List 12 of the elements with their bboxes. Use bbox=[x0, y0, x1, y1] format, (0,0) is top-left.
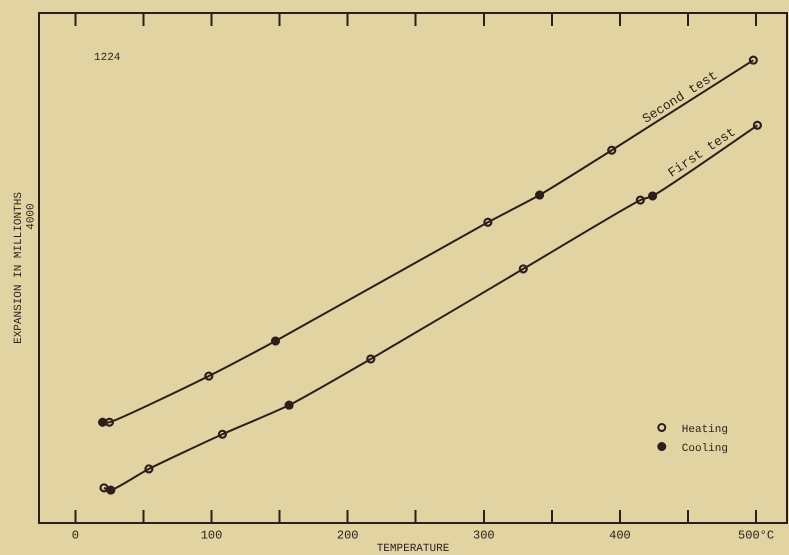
annotation: 1224 bbox=[94, 52, 121, 64]
legend-label: Heating bbox=[682, 424, 728, 436]
x-tick-label: 200 bbox=[336, 528, 358, 542]
text: 4000 bbox=[25, 203, 38, 230]
x-axis-title: TEMPERATURE bbox=[376, 543, 450, 555]
x-tick-label: 500°C bbox=[738, 528, 774, 542]
x-tick-label: 400 bbox=[609, 528, 631, 542]
y-axis-title: EXPANSION IN MILLIONTHS bbox=[13, 192, 26, 344]
x-tick-label: 300 bbox=[472, 528, 495, 542]
x-tick-label: 100 bbox=[200, 528, 222, 542]
x-tick-label: 0 bbox=[72, 528, 79, 542]
legend-label: Cooling bbox=[682, 442, 728, 455]
